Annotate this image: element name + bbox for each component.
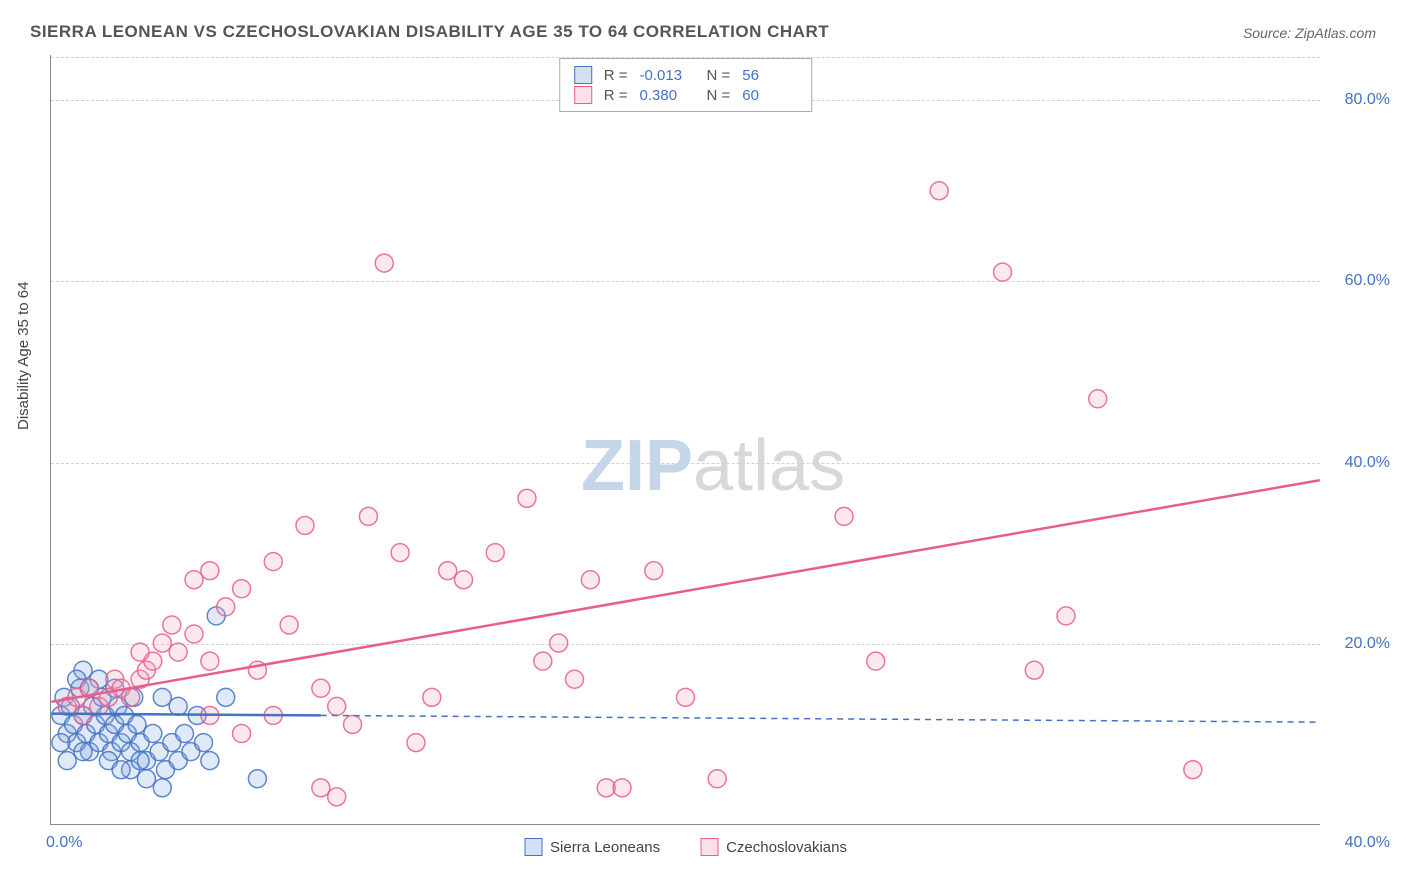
data-point bbox=[1089, 390, 1107, 408]
data-point bbox=[312, 679, 330, 697]
y-axis-label: Disability Age 35 to 64 bbox=[15, 282, 32, 430]
data-point bbox=[185, 571, 203, 589]
data-point bbox=[280, 616, 298, 634]
data-point bbox=[144, 725, 162, 743]
legend-label: Czechoslovakians bbox=[726, 839, 847, 856]
stats-row: R = 0.380 N = 60 bbox=[574, 85, 798, 105]
data-point bbox=[74, 743, 92, 761]
data-point bbox=[112, 761, 130, 779]
stats-legend: R = -0.013 N = 56 R = 0.380 N = 60 bbox=[559, 58, 813, 112]
data-point bbox=[677, 688, 695, 706]
data-point bbox=[930, 182, 948, 200]
data-point bbox=[131, 752, 149, 770]
data-point bbox=[835, 507, 853, 525]
legend-label: Sierra Leoneans bbox=[550, 839, 660, 856]
data-point bbox=[122, 688, 140, 706]
data-point bbox=[328, 788, 346, 806]
data-point bbox=[248, 770, 266, 788]
data-point bbox=[217, 598, 235, 616]
data-point bbox=[52, 734, 70, 752]
data-point bbox=[645, 562, 663, 580]
n-value: 56 bbox=[742, 67, 797, 84]
legend-item: Czechoslovakians bbox=[700, 838, 847, 856]
data-point bbox=[137, 770, 155, 788]
y-tick-label: 20.0% bbox=[1330, 635, 1390, 653]
legend-swatch bbox=[524, 838, 542, 856]
data-point bbox=[153, 634, 171, 652]
data-point bbox=[407, 734, 425, 752]
data-point bbox=[128, 715, 146, 733]
data-point bbox=[550, 634, 568, 652]
data-point bbox=[534, 652, 552, 670]
bottom-legend: Sierra Leoneans Czechoslovakians bbox=[524, 838, 847, 856]
data-point bbox=[296, 516, 314, 534]
data-point bbox=[169, 643, 187, 661]
data-point bbox=[344, 715, 362, 733]
y-tick-label: 40.0% bbox=[1330, 454, 1390, 472]
data-point bbox=[58, 752, 76, 770]
data-point bbox=[328, 697, 346, 715]
data-point bbox=[1057, 607, 1075, 625]
legend-item: Sierra Leoneans bbox=[524, 838, 660, 856]
data-point bbox=[439, 562, 457, 580]
data-point bbox=[708, 770, 726, 788]
r-value: 0.380 bbox=[640, 87, 695, 104]
data-point bbox=[185, 625, 203, 643]
n-value: 60 bbox=[742, 87, 797, 104]
data-point bbox=[518, 489, 536, 507]
data-point bbox=[233, 725, 251, 743]
r-value: -0.013 bbox=[640, 67, 695, 84]
chart-title: SIERRA LEONEAN VS CZECHOSLOVAKIAN DISABI… bbox=[30, 22, 829, 42]
data-point bbox=[359, 507, 377, 525]
data-point bbox=[312, 779, 330, 797]
data-point bbox=[201, 562, 219, 580]
data-point bbox=[264, 553, 282, 571]
data-point bbox=[233, 580, 251, 598]
y-tick-label: 60.0% bbox=[1330, 272, 1390, 290]
data-point bbox=[867, 652, 885, 670]
legend-swatch bbox=[700, 838, 718, 856]
legend-swatch bbox=[574, 66, 592, 84]
data-point bbox=[176, 725, 194, 743]
data-point bbox=[201, 652, 219, 670]
data-point bbox=[1184, 761, 1202, 779]
y-tick-label: 80.0% bbox=[1330, 91, 1390, 109]
data-point bbox=[153, 779, 171, 797]
data-point bbox=[153, 688, 171, 706]
plot-area: ZIPatlas 20.0%40.0%60.0%80.0% R =-0.013N… bbox=[50, 55, 1320, 825]
data-point bbox=[217, 688, 235, 706]
data-point bbox=[455, 571, 473, 589]
x-tick-label: 0.0% bbox=[46, 834, 82, 852]
data-point bbox=[994, 263, 1012, 281]
x-tick-label: 40.0% bbox=[1345, 834, 1390, 852]
data-point bbox=[131, 643, 149, 661]
r-label: R = bbox=[604, 87, 628, 104]
data-point bbox=[163, 616, 181, 634]
data-point bbox=[169, 697, 187, 715]
plot-svg bbox=[51, 55, 1320, 824]
data-point bbox=[391, 544, 409, 562]
data-point bbox=[566, 670, 584, 688]
data-point bbox=[613, 779, 631, 797]
data-point bbox=[581, 571, 599, 589]
data-point bbox=[1025, 661, 1043, 679]
legend-swatch bbox=[574, 86, 592, 104]
n-label: N = bbox=[707, 67, 731, 84]
data-point bbox=[195, 734, 213, 752]
stats-row: R = -0.013 N = 56 bbox=[574, 65, 798, 85]
data-point bbox=[423, 688, 441, 706]
data-point bbox=[375, 254, 393, 272]
data-point bbox=[74, 706, 92, 724]
data-point bbox=[201, 752, 219, 770]
n-label: N = bbox=[707, 87, 731, 104]
trend-line-dashed bbox=[321, 715, 1320, 722]
data-point bbox=[486, 544, 504, 562]
source-attribution: Source: ZipAtlas.com bbox=[1243, 25, 1376, 41]
r-label: R = bbox=[604, 67, 628, 84]
